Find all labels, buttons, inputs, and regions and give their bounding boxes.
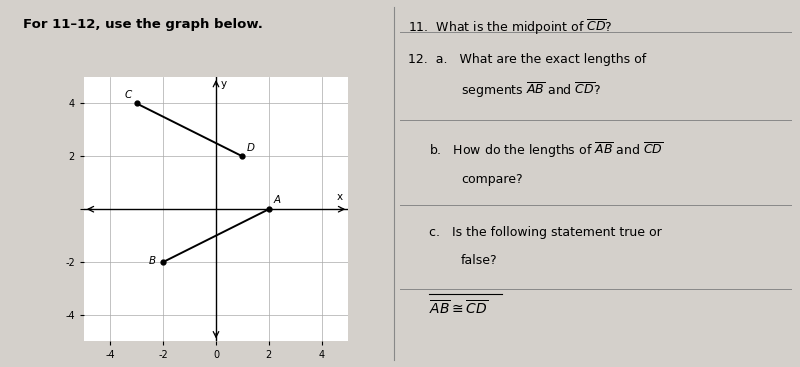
Text: b.   How do the lengths of $\overline{AB}$ and $\overline{CD}$: b. How do the lengths of $\overline{AB}$… [430, 141, 664, 160]
Text: y: y [221, 79, 227, 89]
Text: c.   Is the following statement true or: c. Is the following statement true or [430, 226, 662, 239]
Text: C: C [125, 90, 132, 100]
Text: x: x [337, 192, 343, 202]
Text: segments $\overline{AB}$ and $\overline{CD}$?: segments $\overline{AB}$ and $\overline{… [461, 81, 601, 101]
Text: D: D [247, 143, 255, 153]
Text: A: A [274, 195, 281, 205]
Text: false?: false? [461, 254, 498, 267]
Text: B: B [149, 256, 156, 266]
Text: compare?: compare? [461, 173, 522, 186]
Text: 12.  a.   What are the exact lengths of: 12. a. What are the exact lengths of [408, 53, 646, 66]
Text: 11.  What is the midpoint of $\overline{CD}$?: 11. What is the midpoint of $\overline{C… [408, 18, 613, 37]
Text: $\overline{AB} \cong \overline{CD}$: $\overline{AB} \cong \overline{CD}$ [430, 300, 489, 318]
Text: For 11–12, use the graph below.: For 11–12, use the graph below. [23, 18, 263, 31]
